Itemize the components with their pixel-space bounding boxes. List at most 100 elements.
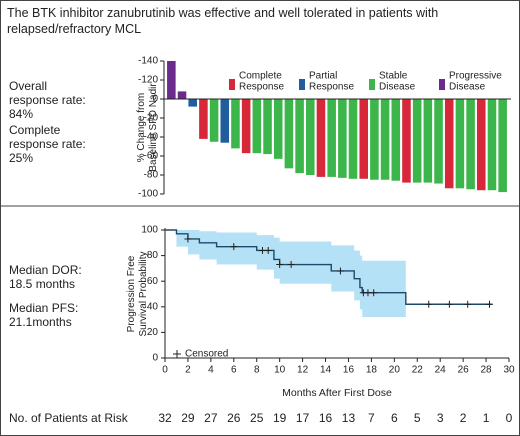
x-axis-label: Months After First Dose [282, 387, 392, 399]
legend-swatch [369, 79, 375, 90]
censor-mark [264, 246, 272, 254]
censor-mark [464, 300, 472, 308]
bar [348, 99, 358, 179]
annotation: Complete response rate: 25% [9, 123, 86, 165]
legend-swatch [439, 79, 445, 90]
x-tick-label: 8 [254, 365, 260, 376]
bar [295, 99, 304, 174]
x-tick-label: 6 [231, 365, 237, 376]
x-tick-label: 0 [162, 365, 168, 376]
risk-count: 2 [460, 411, 467, 425]
risk-count: 13 [342, 411, 356, 425]
risk-count: 3 [437, 411, 444, 425]
y-tick-label: -40 [144, 132, 159, 143]
y-tick-label: -20 [144, 113, 159, 124]
risk-count: 25 [250, 411, 264, 425]
confidence-band [165, 230, 406, 320]
legend-label: Progressive Disease [449, 70, 502, 92]
legend-label: Complete Response [239, 70, 284, 92]
annotation: Overall response rate: 84% [9, 79, 86, 121]
y-tick-label: -100 [138, 189, 158, 200]
bar [359, 99, 368, 179]
bar [167, 61, 176, 99]
censor-mark [336, 267, 344, 275]
bar [306, 99, 315, 175]
risk-count: 5 [414, 411, 421, 425]
x-tick-label: 30 [503, 365, 515, 376]
bar [263, 99, 272, 155]
x-tick-label: 20 [389, 365, 401, 376]
censor-mark [425, 300, 433, 308]
y-tick-label: -80 [144, 170, 159, 181]
x-tick-label: 2 [185, 365, 191, 376]
x-tick-label: 22 [412, 365, 424, 376]
bar [209, 99, 219, 142]
censor-mark [230, 243, 238, 251]
bar [273, 99, 283, 159]
y-tick-label: 0 [152, 94, 158, 105]
x-tick-label: 24 [435, 365, 447, 376]
x-tick-label: 26 [458, 365, 470, 376]
risk-count: 1 [483, 411, 490, 425]
bar [487, 99, 497, 191]
annotation: Median PFS: 21.1months [9, 301, 79, 329]
bar [177, 91, 187, 99]
risk-count: 26 [227, 411, 241, 425]
bar [284, 99, 294, 169]
risk-count: 19 [273, 411, 287, 425]
censor-mark [445, 300, 453, 308]
bar [220, 99, 230, 143]
legend-swatch [229, 79, 235, 90]
y-tick-label: -60 [144, 151, 159, 162]
bar [188, 99, 197, 107]
censor-mark [184, 235, 192, 243]
x-tick-label: 10 [274, 365, 286, 376]
risk-count: 16 [319, 411, 333, 425]
censor-mark [486, 300, 494, 308]
risk-count: 7 [368, 411, 375, 425]
y-tick-label: -140 [138, 56, 158, 67]
bar [444, 99, 454, 189]
bar [252, 99, 262, 154]
x-tick-label: 12 [297, 365, 309, 376]
title: The BTK inhibitor zanubrutinib was effec… [7, 6, 439, 36]
censor-mark [276, 261, 284, 269]
y-tick-label: 100 [141, 225, 158, 236]
y-axis-label: Progression FreeSurvival Probability [126, 251, 149, 336]
bar [423, 99, 433, 183]
x-tick-label: 28 [481, 365, 493, 376]
risk-label: No. of Patients at Risk [9, 411, 129, 425]
bar [455, 99, 465, 189]
risk-count: 32 [158, 411, 172, 425]
legend-symbol [173, 350, 181, 358]
censor-mark [287, 261, 295, 269]
x-tick-label: 18 [366, 365, 378, 376]
bar [199, 99, 208, 139]
bar [231, 99, 240, 149]
annotation: Median DOR: 18.5 months [9, 263, 82, 291]
bar [434, 99, 443, 184]
bar [380, 99, 390, 180]
risk-count: 17 [296, 411, 310, 425]
bar [498, 99, 507, 193]
y-tick-label: 20 [147, 327, 159, 338]
bar [391, 99, 401, 181]
y-tick-label: 0 [152, 353, 158, 364]
legend-label: Stable Disease [379, 70, 416, 92]
legend-swatch [299, 79, 305, 90]
bar [370, 99, 379, 180]
bar [477, 99, 486, 191]
x-tick-label: 14 [320, 365, 332, 376]
risk-count: 0 [506, 411, 513, 425]
x-tick-label: 16 [343, 365, 355, 376]
bar [412, 99, 422, 183]
y-tick-label: 80 [147, 250, 159, 261]
bar [327, 99, 336, 177]
legend-label: Censored [185, 349, 228, 360]
risk-count: 27 [204, 411, 218, 425]
risk-count: 6 [391, 411, 398, 425]
bar [466, 99, 475, 190]
bar [402, 99, 411, 183]
legend-label: Partial Response [309, 70, 354, 92]
